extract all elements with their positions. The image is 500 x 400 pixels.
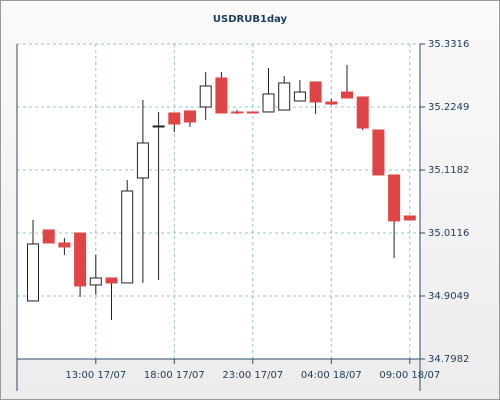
candle-body (58, 242, 71, 248)
x-tick-label: 18:00 17/07 (144, 370, 205, 381)
candle-body (309, 81, 322, 103)
candle-body (121, 190, 134, 284)
candle-body (89, 277, 102, 286)
candle-body (27, 243, 39, 302)
candle-body (136, 142, 149, 179)
candle-body (215, 77, 228, 114)
x-tick-label: 04:00 18/07 (301, 370, 362, 381)
candle-body (403, 215, 416, 221)
y-tick-label: 34.7982 (428, 354, 469, 365)
candle-body (293, 91, 306, 102)
x-tick-label: 09:00 18/07 (379, 370, 440, 381)
chart-title: USDRUB1day (213, 14, 288, 25)
x-tick-label: 13:00 17/07 (65, 370, 126, 381)
candle-body (152, 125, 165, 128)
x-tick-label: 23:00 17/07 (222, 370, 283, 381)
candle-body (372, 129, 385, 176)
candle-body (325, 101, 338, 105)
candle-body (262, 93, 275, 113)
y-tick-label: 35.0116 (428, 228, 469, 239)
candle-body (278, 82, 291, 111)
candle-body (231, 111, 244, 114)
candle-body (42, 229, 55, 244)
candle-body (246, 111, 259, 114)
y-tick-label: 35.1182 (428, 165, 469, 176)
candle-body (105, 277, 118, 284)
y-tick-label: 34.9049 (428, 291, 469, 302)
candle-body (168, 112, 181, 125)
candle-body (356, 96, 369, 129)
y-tick-label: 35.2249 (428, 102, 469, 113)
candle-body (388, 174, 401, 222)
candle-body (74, 232, 87, 287)
candle-body (341, 91, 353, 99)
y-tick-label: 35.3316 (428, 39, 469, 50)
candle-body (184, 110, 196, 123)
candle-body (199, 85, 212, 108)
